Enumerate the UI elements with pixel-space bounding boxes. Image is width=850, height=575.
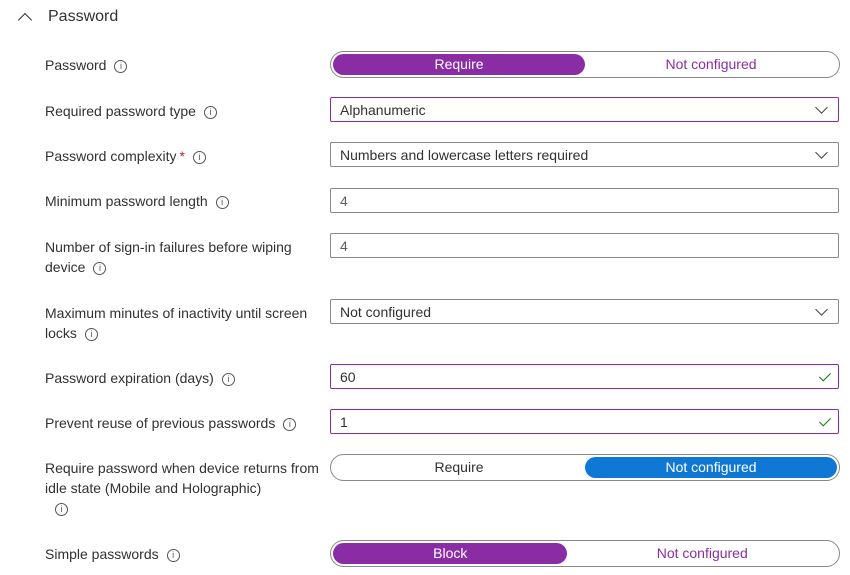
chevron-down-icon	[815, 303, 828, 316]
label-prevent-reuse: Prevent reuse of previous passwords i	[45, 413, 320, 433]
label-password: Password i	[45, 55, 320, 75]
password-complexity-dropdown[interactable]: Numbers and lowercase letters required	[330, 142, 839, 167]
input-value: 4	[340, 192, 348, 209]
toggle-option-not-configured[interactable]: Not configured	[656, 545, 748, 561]
checkmark-icon	[818, 369, 832, 382]
password-type-dropdown[interactable]: Alphanumeric	[330, 97, 839, 122]
inactivity-dropdown[interactable]: Not configured	[330, 299, 839, 324]
chevron-down-icon	[815, 101, 828, 114]
info-icon[interactable]: i	[93, 261, 107, 275]
dropdown-value: Alphanumeric	[340, 101, 426, 118]
dropdown-value: Not configured	[340, 303, 432, 320]
info-icon[interactable]: i	[283, 417, 297, 431]
toggle-option-require[interactable]: Require	[434, 459, 484, 475]
expiration-input[interactable]: 60	[330, 364, 839, 389]
section-header-password[interactable]: Password	[16, 8, 119, 28]
label-password-complexity: Password complexity * i	[45, 146, 320, 166]
chevron-down-icon	[815, 146, 828, 159]
toggle-option-require[interactable]: Require	[333, 54, 585, 75]
info-icon[interactable]: i	[114, 59, 128, 73]
info-icon[interactable]: i	[215, 195, 229, 209]
signin-failures-input[interactable]: 4	[330, 233, 839, 258]
min-length-input[interactable]: 4	[330, 188, 839, 213]
label-password-type: Required password type i	[45, 101, 320, 121]
label-signin-failures: Number of sign-in failures before wiping…	[45, 239, 292, 275]
label-simple-passwords: Simple passwords i	[45, 544, 320, 564]
label-expiration: Password expiration (days) i	[45, 368, 320, 388]
info-icon[interactable]: i	[192, 150, 206, 164]
toggle-option-block[interactable]: Block	[333, 543, 568, 564]
info-icon[interactable]: i	[221, 372, 235, 386]
info-icon[interactable]: i	[166, 548, 180, 562]
checkmark-icon	[818, 414, 832, 427]
input-value: 60	[340, 368, 356, 385]
toggle-option-not-configured[interactable]: Not configured	[665, 56, 757, 72]
label-idle-state: Require password when device returns fro…	[45, 460, 319, 516]
input-value: 4	[340, 237, 348, 254]
input-value: 1	[340, 413, 348, 430]
required-asterisk: *	[179, 148, 185, 164]
section-title: Password	[48, 8, 119, 25]
info-icon[interactable]: i	[84, 327, 98, 341]
simple-passwords-toggle[interactable]: Block Not configured	[330, 540, 840, 567]
label-inactivity: Maximum minutes of inactivity until scre…	[45, 305, 308, 341]
prevent-reuse-input[interactable]: 1	[330, 409, 839, 434]
password-toggle[interactable]: Require Not configured	[330, 51, 840, 78]
info-icon[interactable]: i	[55, 502, 68, 516]
label-min-length: Minimum password length i	[45, 191, 320, 211]
info-icon[interactable]: i	[203, 105, 217, 119]
idle-state-toggle[interactable]: Require Not configured	[330, 454, 840, 481]
dropdown-value: Numbers and lowercase letters required	[340, 146, 589, 163]
chevron-up-icon[interactable]	[17, 12, 33, 28]
toggle-option-not-configured[interactable]: Not configured	[585, 457, 837, 478]
